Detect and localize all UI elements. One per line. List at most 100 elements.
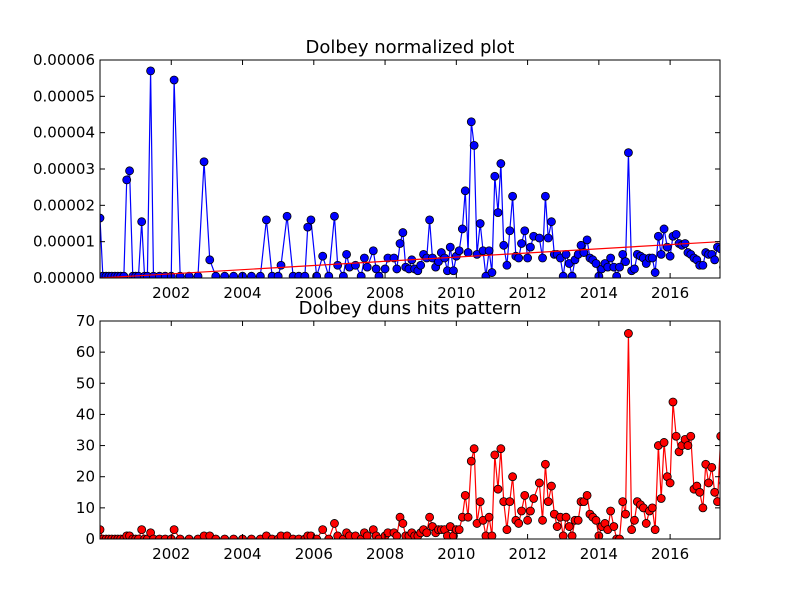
duns-hits-data-point (695, 487, 705, 497)
normalized-plot-data-point (282, 211, 292, 221)
normalized-plot-data-point (374, 271, 384, 278)
duns-hits-data-point (460, 490, 470, 500)
duns-hits-y-tick-label: 40 (76, 405, 95, 423)
duns-hits-data-point (175, 534, 185, 539)
normalized-plot-data-point (624, 148, 633, 158)
normalized-plot-data-point (425, 215, 435, 225)
duns-hits-data-point (618, 497, 628, 507)
normalized-plot-data-point (561, 249, 571, 259)
duns-hits-data-point (552, 522, 562, 531)
normalized-plot-data-point (517, 239, 526, 248)
normalized-plot-y-tick-label: 0.00002 (33, 196, 95, 214)
normalized-plot-data-point (541, 191, 550, 201)
normalized-plot-data-point (324, 271, 334, 278)
duns-hits-x-tick-label: 2002 (152, 545, 190, 563)
normalized-plot-data-point (579, 248, 589, 257)
normalized-plot-y-tick-label: 0.00005 (33, 87, 95, 105)
normalized-plot-data-point (449, 266, 458, 276)
duns-hits-x-axis: 2002 2004 2006 2008 2010 2012 2014 2016 (152, 321, 689, 563)
normalized-plot-data-point (169, 75, 179, 85)
duns-hits-title: Dolbey duns hits pattern (299, 298, 522, 319)
normalized-plot-data-point (395, 239, 405, 248)
duns-hits-data-point (505, 497, 515, 507)
duns-hits-data-point (624, 329, 633, 338)
duns-hits-data-point (454, 525, 464, 535)
duns-hits-data-point (466, 456, 476, 466)
normalized-plot-data-point (659, 224, 669, 234)
duns-hits-data-point (630, 515, 639, 525)
duns-hits-data-point (490, 450, 500, 460)
duns-hits-chart: Dolbey duns hits pattern 2002 2004 2006 200… (76, 298, 721, 563)
normalized-plot-x-tick-label: 2010 (437, 284, 475, 302)
duns-hits-data-point (229, 534, 239, 539)
normalized-plot-data-point (647, 253, 657, 263)
duns-hits-data-point (523, 515, 532, 525)
duns-hits-frame (99, 320, 721, 540)
normalized-plot-x-tick-label: 2016 (651, 284, 689, 302)
duns-hits-data-point (627, 525, 637, 535)
duns-hits-data-point (137, 525, 147, 535)
duns-hits-data-point (508, 472, 518, 482)
normalized-plot-data-point (211, 271, 221, 278)
duns-hits-data-point (211, 534, 221, 539)
normalized-plot-data-point (146, 66, 156, 76)
normalized-plot-data-point (526, 242, 535, 252)
normalized-plot-data-point (454, 246, 464, 256)
normalized-plot-data-point (630, 264, 639, 274)
normalized-plot-data-point (650, 268, 660, 277)
normalized-plot-data-point (303, 222, 313, 232)
duns-hits-data-point (668, 397, 678, 407)
normalized-plot-data-point (493, 208, 503, 218)
normalized-plot-data-point (665, 251, 675, 261)
duns-hits-x-tick-label: 2008 (366, 545, 404, 563)
duns-hits-data-point (647, 503, 657, 513)
normalized-plot-data-point (300, 271, 310, 278)
duns-hits-x-tick-label: 2016 (651, 545, 689, 563)
normalized-plot-data-point (368, 246, 378, 256)
duns-hits-data-point (330, 519, 339, 528)
normalized-plot-data-point (380, 264, 390, 274)
normalized-plot-data-point (205, 255, 215, 265)
duns-hits-data-point (100, 525, 105, 535)
duns-hits-data-point (541, 459, 550, 469)
normalized-plot-data-point (547, 217, 556, 227)
duns-hits-x-tick-label: 2012 (508, 545, 546, 563)
normalized-plot-data-point (125, 166, 134, 176)
normalized-plot-data-point (487, 268, 497, 277)
normalized-plot-data-point (582, 235, 592, 245)
normalized-plot-data-point (520, 226, 530, 236)
normalized-plot-y-tick-label: 0.00004 (33, 124, 95, 142)
normalized-plot-data-point (416, 260, 426, 270)
duns-hits-data-point (318, 525, 328, 535)
duns-hits-data-point (656, 494, 666, 503)
duns-hits-data-point (558, 531, 568, 539)
duns-hits-data-point (543, 497, 553, 507)
duns-hits-data-point (591, 515, 601, 525)
normalized-plot-data-point (490, 171, 500, 181)
duns-hits-data-point (665, 478, 675, 488)
duns-hits-data-point (659, 438, 669, 447)
duns-hits-data-point (621, 509, 630, 519)
duns-hits-data-point (686, 431, 696, 441)
normalized-plot-data-point (653, 231, 663, 241)
duns-hits-data-point (496, 444, 506, 454)
normalized-plot-data-point (514, 253, 524, 263)
duns-hits-x-tick-label: 2006 (295, 545, 333, 563)
duns-hits-y-tick-label: 30 (76, 437, 95, 455)
normalized-plot-data-point (466, 117, 476, 127)
normalized-plot-data-point (330, 211, 339, 221)
normalized-plot-data-point (475, 219, 485, 228)
normalized-plot-x-tick-label: 2012 (508, 284, 546, 302)
duns-hits-data-point (526, 506, 535, 516)
duns-hits-data-point (324, 534, 334, 539)
normalized-plot-data-point (362, 262, 372, 272)
duns-hits-data-point (606, 506, 616, 516)
normalized-plot-data-point (499, 240, 509, 250)
duns-hits-x-tick-label: 2010 (437, 545, 475, 563)
duns-hits-data-point (463, 512, 473, 522)
normalized-plot-x-axis: 2002 2004 2006 2008 2010 2012 2014 2016 (152, 60, 689, 302)
normalized-plot-data-point (463, 248, 473, 257)
duns-hits-y-tick-label: 0 (85, 530, 95, 548)
normalized-plot-trend-line (100, 241, 720, 278)
